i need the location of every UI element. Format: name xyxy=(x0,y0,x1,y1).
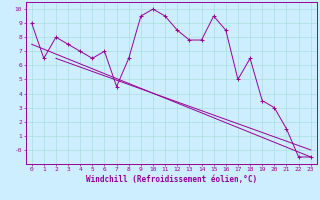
X-axis label: Windchill (Refroidissement éolien,°C): Windchill (Refroidissement éolien,°C) xyxy=(86,175,257,184)
